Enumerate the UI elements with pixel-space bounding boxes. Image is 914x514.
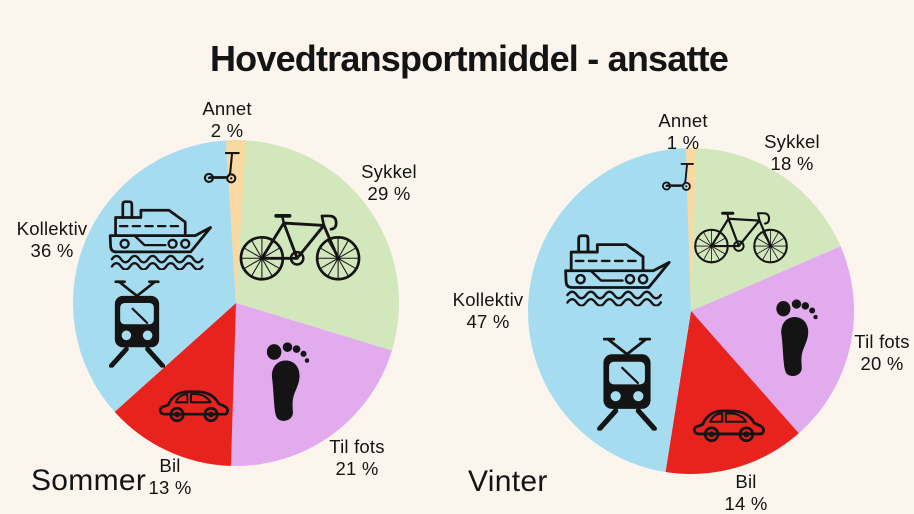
slice-label-kollektiv-sommer: Kollektiv 36 % xyxy=(7,218,97,261)
pie-slice-kollektiv-sommer xyxy=(73,140,236,412)
slice-label-annet-sommer: Annet 2 % xyxy=(187,98,267,141)
bicycle-icon-sommer xyxy=(237,204,363,284)
slice-value: 21 % xyxy=(335,457,379,479)
kick-scooter-icon-vinter xyxy=(660,158,698,191)
slice-label-kollektiv-vinter: Kollektiv 47 % xyxy=(443,289,533,332)
slice-value: 47 % xyxy=(466,310,510,332)
bicycle-icon-vinter xyxy=(692,204,790,266)
slice-value: 13 % xyxy=(148,476,192,498)
pie-chart-sommer xyxy=(73,140,399,466)
slice-name: Annet xyxy=(658,110,708,131)
slice-label-annet-vinter: Annet 1 % xyxy=(643,110,723,153)
pie-slice-til-fots-sommer xyxy=(230,303,392,466)
footprint-icon-sommer xyxy=(265,340,309,426)
slice-label-sykkel-vinter: Sykkel 18 % xyxy=(752,131,832,174)
pie-slice-annet-sommer xyxy=(225,140,247,303)
slice-value: 36 % xyxy=(30,239,74,261)
slice-name: Bil xyxy=(735,471,757,492)
pie-slice-sykkel-sommer xyxy=(236,140,399,351)
ferry-icon-vinter xyxy=(560,227,672,307)
slice-name: Kollektiv xyxy=(16,218,88,239)
footprint-icon-vinter xyxy=(774,297,818,381)
slice-value: 18 % xyxy=(770,152,814,174)
slice-name: Sykkel xyxy=(361,161,417,182)
slice-value: 2 % xyxy=(210,119,244,141)
slice-name: Sykkel xyxy=(764,131,820,152)
tram-icon-vinter xyxy=(594,334,660,431)
car-icon-sommer xyxy=(156,381,232,427)
chart-title: Hovedtransportmiddel - ansatte xyxy=(209,38,729,79)
pie-slice-bil-sommer xyxy=(114,303,236,466)
slice-name: Bil xyxy=(159,455,181,476)
slice-value: 29 % xyxy=(367,182,411,204)
slice-label-til-fots-sommer: Til fots 21 % xyxy=(312,436,402,479)
slice-value: 14 % xyxy=(724,492,768,514)
slice-name: Kollektiv xyxy=(452,289,524,310)
slice-label-til-fots-vinter: Til fots 20 % xyxy=(840,331,914,374)
slice-name: Til fots xyxy=(854,331,910,352)
season-label-vinter: Vinter xyxy=(468,465,548,498)
kick-scooter-icon-sommer xyxy=(202,146,244,184)
slice-name: Til fots xyxy=(329,436,385,457)
car-icon-vinter xyxy=(690,400,768,447)
season-label-sommer: Sommer xyxy=(31,464,147,497)
pie-slice-til-fots-vinter xyxy=(691,246,854,434)
tram-icon-sommer xyxy=(106,277,168,368)
slice-value: 20 % xyxy=(860,352,904,374)
slice-label-sykkel-sommer: Sykkel 29 % xyxy=(349,161,429,204)
slice-name: Annet xyxy=(202,98,252,119)
ferry-icon-sommer xyxy=(103,194,215,270)
slice-label-bil-sommer: Bil 13 % xyxy=(130,455,210,498)
slice-value: 1 % xyxy=(666,131,700,153)
slice-label-bil-vinter: Bil 14 % xyxy=(706,471,786,514)
